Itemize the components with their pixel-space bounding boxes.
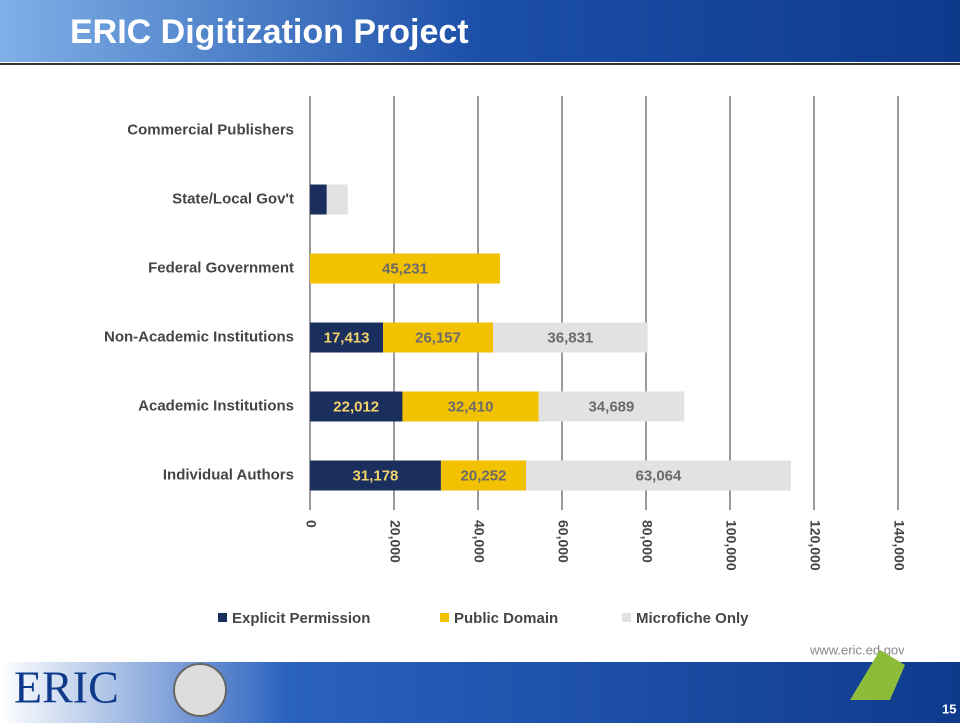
x-tick-label: 0 (303, 520, 319, 528)
x-tick-label: 80,000 (639, 520, 655, 563)
legend-label: Microfiche Only (636, 610, 749, 627)
chart: 0 20,000 40,000 60,000 80,000 100,000 120,000 1… (104, 96, 907, 627)
footer-bar (0, 662, 960, 723)
value-label: 26,157 (415, 329, 461, 346)
x-tick-label: 40,000 (471, 520, 487, 563)
category-label: Non-Academic Institutions (104, 328, 294, 345)
category-label: Individual Authors (163, 466, 294, 483)
legend-swatch (440, 613, 449, 622)
x-tick-label: 140,000 (891, 520, 907, 571)
x-tick-label: 60,000 (555, 520, 571, 563)
slide-title: ERIC Digitization Project (70, 13, 469, 51)
slide: ERIC Digitization Project ERIC www.eric.… (0, 0, 960, 723)
x-tick-label: 20,000 (387, 520, 403, 563)
bar-segment (327, 185, 348, 215)
legend-swatch (218, 613, 227, 622)
value-label: 22,012 (333, 398, 379, 415)
x-tick-label: 100,000 (723, 520, 739, 571)
value-label: 63,064 (635, 467, 682, 484)
value-label: 32,410 (448, 398, 494, 415)
seal (174, 664, 226, 716)
value-label: 17,413 (324, 329, 370, 346)
category-label: Academic Institutions (138, 397, 294, 414)
logo: ERIC (14, 662, 119, 713)
value-label: 34,689 (588, 398, 634, 415)
category-label: Commercial Publishers (127, 121, 294, 138)
legend-label: Public Domain (454, 610, 558, 627)
value-label: 20,252 (461, 467, 507, 484)
category-label: State/Local Gov't (172, 190, 294, 207)
url: www.eric.ed.gov (809, 642, 905, 657)
category-label: Federal Government (148, 259, 294, 276)
value-label: 31,178 (353, 467, 399, 484)
page-number: 15 (942, 701, 956, 716)
value-label: 45,231 (382, 260, 428, 277)
bar-segment (310, 185, 327, 215)
legend-label: Explicit Permission (232, 610, 370, 627)
legend-swatch (622, 613, 631, 622)
value-label: 36,831 (547, 329, 593, 346)
x-tick-label: 120,000 (807, 520, 823, 571)
